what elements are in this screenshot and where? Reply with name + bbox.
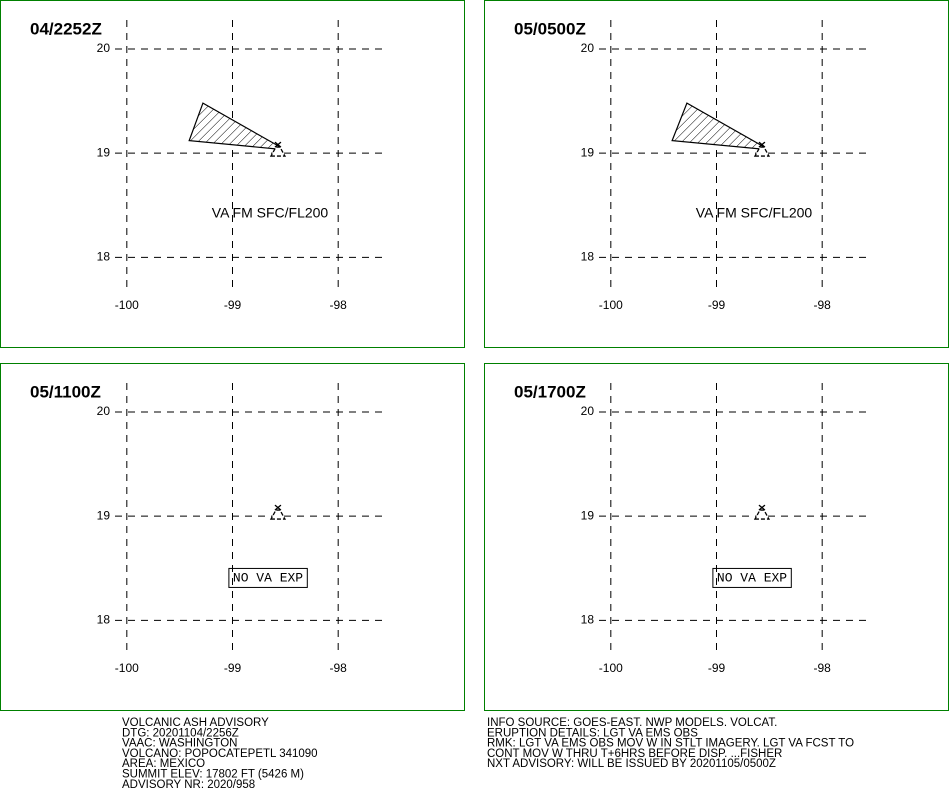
longitude-label: -98 (330, 298, 348, 312)
advisory-line: VAAC: WASHINGTON (122, 738, 237, 750)
map-panel: 05/1700Z 18 19 20 -100 -99 -98 NO VA EXP (484, 363, 949, 711)
latitude-label: 18 (97, 250, 111, 264)
volcano-plume (274, 141, 282, 148)
latitude-label: 19 (97, 508, 111, 522)
map-panel: 05/1100Z 18 19 20 -100 -99 -98 NO VA EXP (0, 363, 465, 711)
annotation-box (712, 567, 792, 588)
volcano-plume (758, 141, 766, 148)
volcano-symbol (753, 504, 771, 520)
latitude-label: 19 (581, 145, 595, 159)
panel-frame (484, 363, 949, 711)
latitude-label: 19 (581, 508, 595, 522)
advisory-line: VOLCANO: POPOCATEPETL 341090 (122, 748, 318, 760)
latitude-label: 20 (581, 41, 595, 55)
ash-cloud (188, 102, 282, 150)
longitude-label: -98 (814, 298, 832, 312)
ash-cloud (671, 102, 766, 150)
no-ash-annotation: NO VA EXP (717, 570, 787, 585)
advisory-line: AREA: MEXICO (122, 758, 205, 770)
ash-annotation: VA FM SFC/FL200 (212, 205, 329, 221)
volcano-symbol (269, 504, 287, 520)
volcano-cone (269, 509, 287, 520)
longitude-label: -99 (224, 298, 242, 312)
advisory-line: VOLCANIC ASH ADVISORY (122, 717, 269, 729)
latitude-label: 18 (97, 613, 111, 627)
latitude-label: 20 (97, 41, 111, 55)
volcano-plume (274, 504, 282, 511)
panel-frame (484, 0, 949, 348)
longitude-label: -100 (599, 661, 623, 675)
advisory-line: CONT MOV W THRU T+6HRS BEFORE DISP. ...F… (487, 748, 782, 760)
advisory-line: ADVISORY NR: 2020/958 (122, 779, 255, 791)
volcano-symbol (269, 141, 287, 157)
panel-frame (0, 363, 465, 711)
longitude-label: -99 (708, 298, 726, 312)
advisory-line: RMK: LGT VA EMS OBS MOV W IN STLT IMAGER… (487, 738, 854, 750)
latitude-label: 19 (97, 145, 111, 159)
no-ash-annotation: NO VA EXP (233, 570, 303, 585)
valid-time: 05/0500Z (514, 19, 586, 38)
advisory-line: ERUPTION DETAILS: LGT VA EMS OBS (487, 727, 698, 739)
volcano-plume (758, 504, 766, 511)
volcano-symbol (753, 141, 771, 157)
longitude-label: -98 (814, 661, 832, 675)
map-panel: 05/0500Z 18 19 20 -100 -99 -98 VA FM SFC/FL200 (484, 0, 949, 348)
latitude-label: 20 (97, 404, 111, 418)
map-panel: 04/2252Z 18 19 20 -100 -99 -98 VA FM SFC/FL200 (0, 0, 465, 348)
valid-time: 05/1100Z (30, 382, 101, 401)
latitude-label: 18 (581, 250, 595, 264)
volcano-cone (753, 509, 771, 520)
advisory-line: INFO SOURCE: GOES-EAST. NWP MODELS. VOLC… (487, 717, 777, 729)
panel-frame (0, 0, 465, 348)
longitude-label: -98 (330, 661, 348, 675)
longitude-label: -100 (115, 298, 139, 312)
advisory-line: NXT ADVISORY: WILL BE ISSUED BY 20201105… (487, 758, 776, 770)
valid-time: 04/2252Z (30, 19, 102, 38)
longitude-label: -99 (224, 661, 242, 675)
ash-annotation: VA FM SFC/FL200 (696, 205, 813, 221)
annotation-box (228, 567, 308, 588)
longitude-label: -99 (708, 661, 726, 675)
longitude-label: -100 (115, 661, 139, 675)
latitude-label: 18 (581, 613, 595, 627)
advisory-line: DTG: 20201104/2256Z (122, 727, 239, 739)
advisory-line: SUMMIT ELEV: 17802 FT (5426 M) (122, 769, 304, 781)
valid-time: 05/1700Z (514, 382, 586, 401)
longitude-label: -100 (599, 298, 623, 312)
latitude-label: 20 (581, 404, 595, 418)
